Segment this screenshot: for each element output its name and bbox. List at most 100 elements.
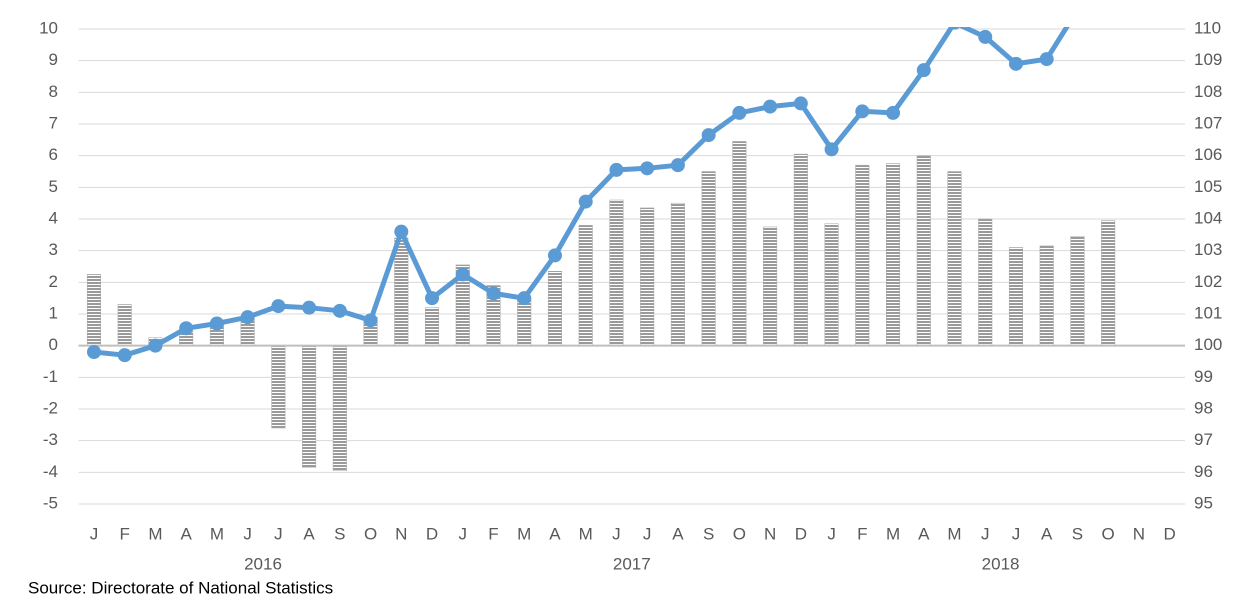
bar bbox=[1101, 220, 1116, 346]
y-tick-label: 0 bbox=[49, 335, 58, 354]
y-tick-label: 1 bbox=[49, 303, 58, 322]
x-tick-label: N bbox=[1133, 524, 1145, 543]
line-marker bbox=[547, 248, 562, 263]
bar bbox=[916, 155, 931, 346]
x-tick-label: A bbox=[672, 524, 684, 543]
y2-tick-label: 104 bbox=[1194, 208, 1222, 227]
line-marker bbox=[302, 300, 317, 315]
x-tick-label: O bbox=[1102, 524, 1115, 543]
bar bbox=[670, 202, 685, 346]
x-tick-label: J bbox=[274, 524, 283, 543]
x-tick-label: A bbox=[1041, 524, 1053, 543]
y2-tick-label: 97 bbox=[1194, 430, 1213, 449]
y-tick-label: 6 bbox=[49, 145, 58, 164]
bar bbox=[701, 171, 716, 346]
y2-tick-label: 107 bbox=[1194, 113, 1222, 132]
y-tick-label: 2 bbox=[49, 272, 58, 291]
x-tick-label: A bbox=[918, 524, 930, 543]
bar bbox=[793, 153, 808, 346]
bar bbox=[302, 345, 317, 468]
line-marker bbox=[793, 96, 808, 111]
y2-tick-label: 106 bbox=[1194, 145, 1222, 164]
y-tick-label: -5 bbox=[43, 493, 58, 512]
x-tick-label: J bbox=[643, 524, 652, 543]
bar bbox=[978, 218, 993, 346]
x-group-label: 2017 bbox=[613, 554, 651, 573]
bar bbox=[517, 297, 532, 346]
y-tick-label: 3 bbox=[49, 240, 58, 259]
bar bbox=[640, 207, 655, 346]
line-marker bbox=[209, 316, 224, 331]
line-marker bbox=[240, 310, 255, 325]
x-tick-label: F bbox=[120, 524, 130, 543]
y2-tick-label: 109 bbox=[1194, 50, 1222, 69]
bar bbox=[578, 225, 593, 346]
y2-tick-label: 95 bbox=[1194, 493, 1213, 512]
line-marker bbox=[701, 128, 716, 143]
y-tick-label: -2 bbox=[43, 398, 58, 417]
bar bbox=[1008, 247, 1023, 346]
line-marker bbox=[1039, 52, 1054, 67]
bar bbox=[332, 345, 347, 471]
line-marker bbox=[670, 158, 685, 173]
source-note: Source: Directorate of National Statisti… bbox=[28, 578, 333, 597]
line-marker bbox=[886, 105, 901, 120]
x-tick-label: J bbox=[612, 524, 621, 543]
bar bbox=[947, 171, 962, 346]
y-tick-label: -4 bbox=[43, 462, 58, 481]
x-tick-label: J bbox=[1012, 524, 1021, 543]
x-group-label: 2016 bbox=[244, 554, 282, 573]
bar bbox=[609, 199, 624, 346]
bar bbox=[425, 307, 440, 346]
line-marker bbox=[117, 348, 132, 363]
x-tick-label: M bbox=[947, 524, 961, 543]
y-tick-label: -3 bbox=[43, 430, 58, 449]
x-tick-label: F bbox=[857, 524, 867, 543]
bar bbox=[394, 237, 409, 346]
bar bbox=[271, 345, 286, 429]
x-tick-label: A bbox=[303, 524, 315, 543]
y-tick-label: 10 bbox=[39, 18, 58, 37]
bar bbox=[547, 271, 562, 346]
x-tick-label: J bbox=[981, 524, 990, 543]
x-tick-label: S bbox=[703, 524, 714, 543]
y-tick-label: 9 bbox=[49, 50, 58, 69]
y2-tick-label: 105 bbox=[1194, 177, 1222, 196]
y-tick-label: 4 bbox=[49, 208, 58, 227]
x-tick-label: O bbox=[364, 524, 377, 543]
x-tick-label: J bbox=[827, 524, 836, 543]
x-tick-label: M bbox=[579, 524, 593, 543]
y2-tick-label: 98 bbox=[1194, 398, 1213, 417]
y2-tick-label: 96 bbox=[1194, 462, 1213, 481]
x-tick-label: O bbox=[733, 524, 746, 543]
x-tick-label: A bbox=[180, 524, 192, 543]
line-marker bbox=[609, 162, 624, 177]
x-tick-label: J bbox=[243, 524, 252, 543]
x-tick-label: J bbox=[459, 524, 468, 543]
bar bbox=[763, 226, 778, 346]
y-tick-label: 7 bbox=[49, 113, 58, 132]
x-tick-label: M bbox=[886, 524, 900, 543]
line-marker bbox=[640, 161, 655, 176]
x-tick-label: D bbox=[1163, 524, 1175, 543]
line-marker bbox=[978, 29, 993, 44]
x-tick-label: S bbox=[1072, 524, 1083, 543]
y2-tick-label: 103 bbox=[1194, 240, 1222, 259]
line-marker bbox=[1008, 56, 1023, 71]
line-series bbox=[86, 27, 1070, 363]
x-tick-label: D bbox=[426, 524, 438, 543]
line-marker bbox=[855, 104, 870, 119]
x-tick-label: J bbox=[90, 524, 99, 543]
line-marker bbox=[578, 194, 593, 209]
line-marker bbox=[916, 63, 931, 78]
x-tick-label: M bbox=[148, 524, 162, 543]
line-marker bbox=[363, 313, 378, 328]
y-tick-label: 8 bbox=[49, 82, 58, 101]
y2-tick-label: 102 bbox=[1194, 272, 1222, 291]
line-marker bbox=[179, 321, 194, 336]
x-tick-label: N bbox=[764, 524, 776, 543]
bar bbox=[1070, 236, 1085, 346]
x-tick-label: D bbox=[795, 524, 807, 543]
y2-tick-label: 110 bbox=[1194, 18, 1221, 37]
